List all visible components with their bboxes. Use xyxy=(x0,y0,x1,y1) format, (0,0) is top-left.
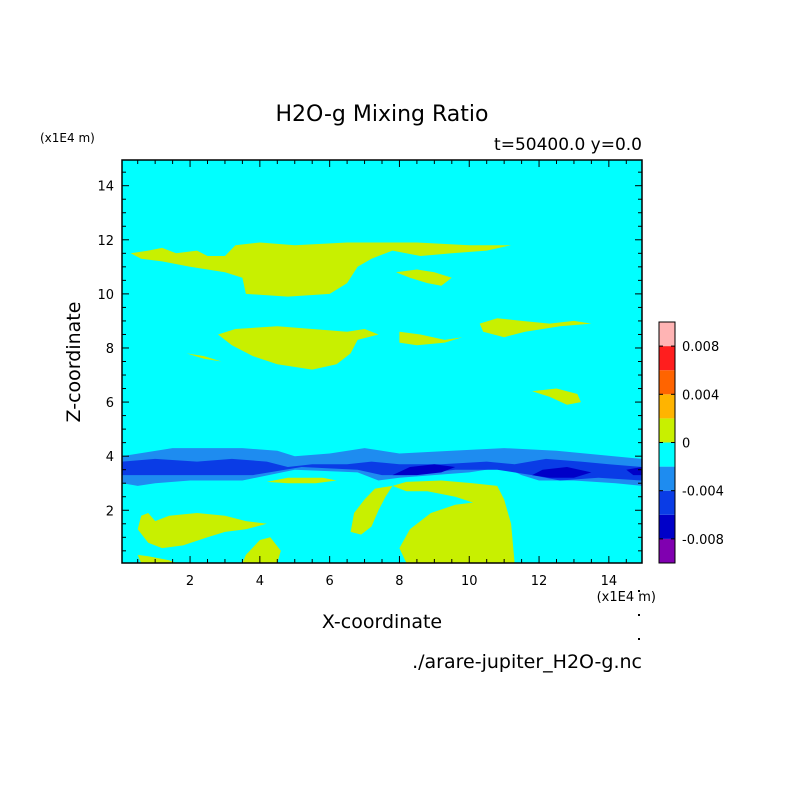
contour-region-7 xyxy=(218,326,379,370)
colorbar-segment xyxy=(659,418,675,443)
y-tick-label: 6 xyxy=(106,396,114,411)
x-tick-label: 2 xyxy=(186,574,194,589)
y-tick-label: 10 xyxy=(97,288,114,303)
contour-regions xyxy=(122,242,642,563)
y-axis-ticks: 2 4 6 8 10 12 14 xyxy=(97,171,642,552)
colorbar-tick-label: -0.008 xyxy=(682,533,724,548)
colorbar-segment xyxy=(659,490,675,515)
chart-title: H2O-g Mixing Ratio xyxy=(276,102,489,127)
x-axis-label: X-coordinate xyxy=(322,611,442,633)
x-tick-label: 6 xyxy=(326,574,334,589)
contour-region-2 xyxy=(392,464,456,476)
colorbar-segment xyxy=(659,346,675,371)
y-axis-label: Z-coordinate xyxy=(63,302,85,423)
contour-region-6 xyxy=(396,269,452,286)
contour-region-1 xyxy=(122,458,642,481)
colorbar-tick-label: 0.008 xyxy=(682,340,719,355)
x-tick-label: 14 xyxy=(601,574,618,589)
contour-region-4 xyxy=(626,467,642,476)
colorbar-segment xyxy=(659,466,675,491)
contour-region-15 xyxy=(137,513,267,549)
colorbar-tick-label: 0.004 xyxy=(682,388,719,403)
contour-region-3 xyxy=(532,467,592,478)
colorbar-segment xyxy=(659,538,675,563)
x-tick-label: 8 xyxy=(395,574,403,589)
contour-region-16 xyxy=(137,554,177,563)
contour-region-5 xyxy=(130,242,512,297)
x-tick-label: 4 xyxy=(256,574,264,589)
contour-region-9 xyxy=(399,331,463,346)
colorbar: -0.008 -0.004 0 0.004 0.008 xyxy=(658,321,724,564)
source-file-label: ./arare-jupiter_H2O-g.nc xyxy=(412,651,642,673)
chart-subtitle: t=50400.0 y=0.0 xyxy=(494,135,642,155)
x-unit-label: (x1E4 m) xyxy=(597,590,656,605)
contour-region-12 xyxy=(266,477,337,484)
contour-region-11 xyxy=(532,388,581,405)
y-tick-label: 14 xyxy=(97,180,114,195)
colorbar-segment xyxy=(659,514,675,539)
contour-region-17 xyxy=(242,537,281,563)
y-unit-label: (x1E4 m) xyxy=(40,131,95,145)
x-tick-label: 10 xyxy=(461,574,478,589)
contour-region-14 xyxy=(350,485,393,535)
y-tick-label: 8 xyxy=(106,342,114,357)
colorbar-segment xyxy=(659,370,675,395)
x-tick-label: 12 xyxy=(531,574,548,589)
x-axis-ticks: 2 4 6 8 10 12 14 xyxy=(137,160,627,589)
contour-region-13 xyxy=(392,480,515,563)
y-tick-label: 4 xyxy=(106,450,114,465)
colorbar-segment xyxy=(659,322,675,347)
colorbar-segment xyxy=(659,442,675,467)
contour-region-10 xyxy=(479,318,592,338)
contour-region-8 xyxy=(186,353,222,362)
corner-dots xyxy=(638,590,640,640)
colorbar-tick-label: 0 xyxy=(682,437,690,452)
colorbar-tick-label: -0.004 xyxy=(682,485,724,500)
y-tick-label: 2 xyxy=(106,504,114,519)
y-tick-label: 12 xyxy=(97,234,114,249)
colorbar-segment xyxy=(659,394,675,419)
